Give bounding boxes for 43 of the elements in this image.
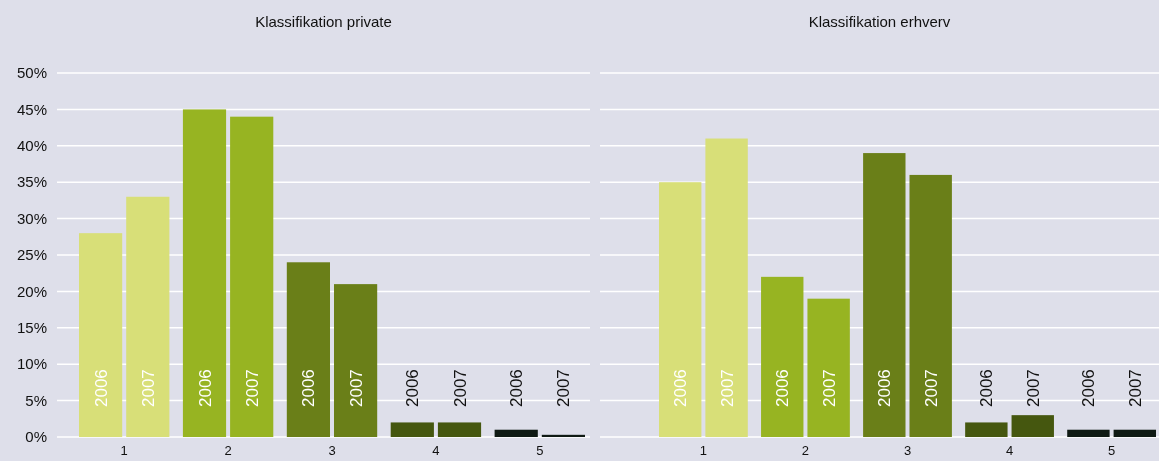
y-tick-label: 15%	[16, 319, 47, 337]
x-tick-label: 2	[801, 443, 810, 458]
y-tick-label: 5%	[25, 391, 47, 409]
text: 2007	[450, 369, 470, 407]
x-tick-label: 5	[536, 443, 544, 458]
text: 2007	[819, 369, 839, 407]
y-tick-label: 45%	[16, 100, 47, 118]
text: 2006	[403, 369, 423, 407]
text: 2007	[717, 369, 737, 407]
text: 2007	[1125, 369, 1145, 407]
text: 2007	[554, 369, 574, 407]
text: 2006	[1079, 369, 1099, 407]
x-tick-label: 1	[699, 443, 708, 458]
text: 2006	[91, 369, 111, 407]
text: 2006	[875, 369, 895, 407]
x-tick-label: 4	[432, 443, 440, 458]
y-tick-label: 50%	[16, 64, 47, 82]
x-tick-label: 2	[224, 443, 232, 458]
text: 2007	[242, 369, 262, 407]
text: 2006	[299, 369, 319, 407]
text: 2006	[507, 369, 527, 407]
x-tick-label: 4	[1005, 443, 1014, 458]
x-tick-label: 3	[328, 443, 336, 458]
x-tick-label: 1	[120, 443, 128, 458]
text: 2007	[346, 369, 366, 407]
y-tick-label: 25%	[16, 246, 47, 264]
series-label: 2006	[671, 369, 691, 407]
chart-title: Klassifikation private	[255, 13, 392, 30]
text: 2007	[1023, 369, 1043, 407]
y-tick-label: 20%	[16, 282, 47, 300]
y-tick-label: 10%	[16, 355, 47, 373]
y-tick-label: 0%	[25, 428, 47, 446]
text: 2006	[773, 369, 793, 407]
y-tick-label: 30%	[16, 209, 47, 227]
x-tick-label: 3	[903, 443, 912, 458]
text: 2007	[921, 369, 941, 407]
x-tick-label: 5	[1107, 443, 1116, 458]
series-label: 2006	[195, 369, 215, 407]
y-tick-label: 40%	[16, 137, 47, 155]
y-tick-label: 35%	[16, 173, 47, 191]
series-label: 2007	[138, 369, 158, 407]
text: 2006	[977, 369, 997, 407]
chart-title: Klassifikation erhverv	[808, 13, 951, 30]
